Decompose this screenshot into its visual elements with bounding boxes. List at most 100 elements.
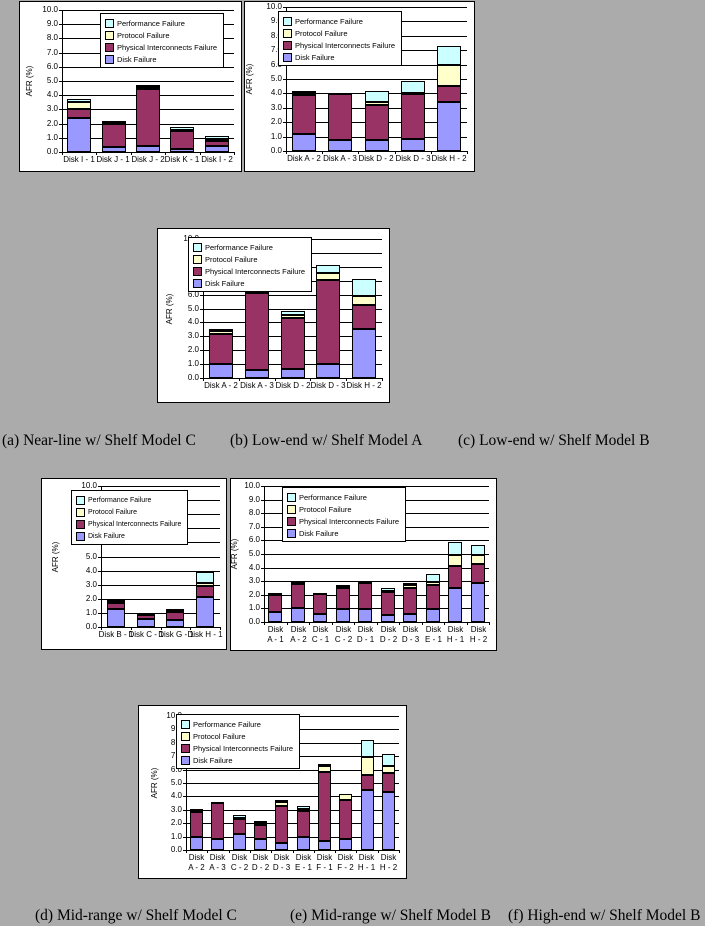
y-axis-tick bbox=[200, 364, 203, 365]
y-tick-label: 3.0 bbox=[170, 805, 182, 814]
y-axis-line bbox=[264, 486, 265, 623]
legend-swatch-physical-interconnects-failure bbox=[105, 42, 114, 52]
y-axis-tick bbox=[98, 627, 101, 628]
bar-segment bbox=[437, 86, 461, 102]
bar-segment bbox=[209, 329, 233, 331]
bar-segment bbox=[365, 91, 389, 102]
gridline bbox=[62, 10, 234, 11]
x-axis-label: Disk A - 3 bbox=[240, 381, 274, 390]
bar-segment bbox=[233, 818, 246, 820]
y-tick-label: 3.0 bbox=[187, 331, 199, 340]
gridline bbox=[186, 770, 399, 771]
y-tick-label: 4.0 bbox=[270, 88, 282, 97]
x-axis-label: Disk H - 1 bbox=[187, 630, 223, 639]
y-axis-tick bbox=[261, 595, 264, 596]
legend-swatch-performance-failure bbox=[181, 719, 190, 729]
x-axis-tick bbox=[131, 627, 132, 630]
x-axis-label: Disk H - 2 bbox=[431, 154, 467, 163]
y-tick-label: 3.0 bbox=[248, 576, 260, 585]
legend-item: Protocol Failure bbox=[287, 503, 399, 515]
y-tick-label: 0.0 bbox=[46, 147, 58, 156]
gridline bbox=[101, 486, 220, 487]
x-axis-label: Disk A - 2 bbox=[290, 625, 307, 644]
bar-segment bbox=[339, 839, 352, 850]
bar-segment bbox=[292, 95, 316, 134]
y-axis-tick bbox=[183, 823, 186, 824]
legend-swatch-physical-interconnects-failure bbox=[76, 519, 85, 529]
legend-label: Disk Failure bbox=[299, 528, 339, 538]
legend: Performance Failure Protocol Failure Physi… bbox=[282, 487, 407, 542]
y-axis-tick bbox=[59, 38, 62, 39]
legend-item: Performance Failure bbox=[283, 15, 395, 27]
y-axis-tick bbox=[59, 24, 62, 25]
bar-segment bbox=[318, 764, 331, 766]
x-axis-line bbox=[286, 151, 468, 152]
bar-segment bbox=[361, 740, 374, 757]
legend-item: Physical Interconnects Failure bbox=[181, 742, 293, 754]
legend-swatch-performance-failure bbox=[283, 16, 292, 26]
x-axis-tick bbox=[203, 378, 204, 381]
bar-segment bbox=[281, 311, 305, 315]
bar-segment bbox=[245, 292, 269, 294]
legend-label: Performance Failure bbox=[299, 492, 367, 502]
legend-label: Performance Failure bbox=[295, 16, 363, 26]
bar-segment bbox=[328, 140, 352, 151]
bar-segment bbox=[292, 91, 316, 93]
y-tick-label: 2.0 bbox=[187, 345, 199, 354]
y-axis-title: AFR (%) bbox=[51, 541, 60, 573]
bar-segment bbox=[471, 555, 485, 564]
x-axis-tick bbox=[322, 151, 323, 154]
y-tick-label: 10.0 bbox=[266, 2, 282, 11]
bar-segment bbox=[107, 600, 125, 602]
y-axis-tick bbox=[283, 108, 286, 109]
bar-segment bbox=[336, 609, 350, 622]
legend-swatch-physical-interconnects-failure bbox=[193, 266, 202, 276]
bar-segment bbox=[352, 305, 376, 329]
caption-b: (b) Low-end w/ Shelf Model A bbox=[230, 432, 423, 449]
x-axis-label: Disk D - 2 bbox=[251, 853, 270, 872]
bar-segment bbox=[403, 588, 417, 614]
legend-item: Disk Failure bbox=[181, 754, 293, 766]
legend-item: Physical Interconnects Failure bbox=[193, 265, 305, 277]
x-axis-label: Disk J - 2 bbox=[131, 155, 165, 164]
legend-swatch-performance-failure bbox=[287, 492, 296, 502]
y-axis-tick bbox=[59, 152, 62, 153]
y-axis-tick bbox=[261, 608, 264, 609]
y-axis-tick bbox=[283, 93, 286, 94]
bar-segment bbox=[328, 94, 352, 140]
y-tick-label: 1.0 bbox=[85, 608, 97, 617]
bar-segment bbox=[318, 841, 331, 850]
legend: Performance Failure Protocol Failure Physi… bbox=[71, 490, 189, 545]
bar-segment bbox=[358, 609, 372, 622]
bar-segment bbox=[339, 794, 352, 800]
bar-segment bbox=[297, 809, 310, 811]
bar-segment bbox=[102, 121, 126, 123]
y-axis-line bbox=[101, 486, 102, 628]
y-tick-label: 6.0 bbox=[270, 60, 282, 69]
gridline bbox=[264, 568, 489, 569]
bar-segment bbox=[268, 593, 282, 595]
gridline bbox=[264, 486, 489, 487]
y-tick-label: 5.0 bbox=[170, 778, 182, 787]
gridline bbox=[186, 783, 399, 784]
y-tick-label: 5.0 bbox=[187, 304, 199, 313]
x-axis-label: Disk D - 2 bbox=[358, 154, 394, 163]
x-axis-label: Disk H - 2 bbox=[469, 625, 488, 644]
x-axis-tick bbox=[275, 378, 276, 381]
bar-segment bbox=[254, 839, 267, 850]
bar-segment bbox=[136, 87, 160, 89]
x-axis-label: Disk C - 1 bbox=[311, 625, 330, 644]
legend-label: Protocol Failure bbox=[117, 30, 170, 40]
x-axis-label: Disk D - 3 bbox=[310, 381, 346, 390]
bar-segment bbox=[209, 334, 233, 364]
y-axis-tick bbox=[261, 527, 264, 528]
x-axis-label: Disk D - 2 bbox=[379, 625, 398, 644]
bar-segment bbox=[190, 809, 203, 811]
y-axis-tick bbox=[98, 585, 101, 586]
legend-item: Disk Failure bbox=[193, 277, 305, 289]
bar-segment bbox=[361, 757, 374, 775]
bar-segment bbox=[233, 815, 246, 818]
bar-segment bbox=[448, 542, 462, 555]
gridline bbox=[286, 79, 467, 80]
bar-segment bbox=[361, 790, 374, 850]
